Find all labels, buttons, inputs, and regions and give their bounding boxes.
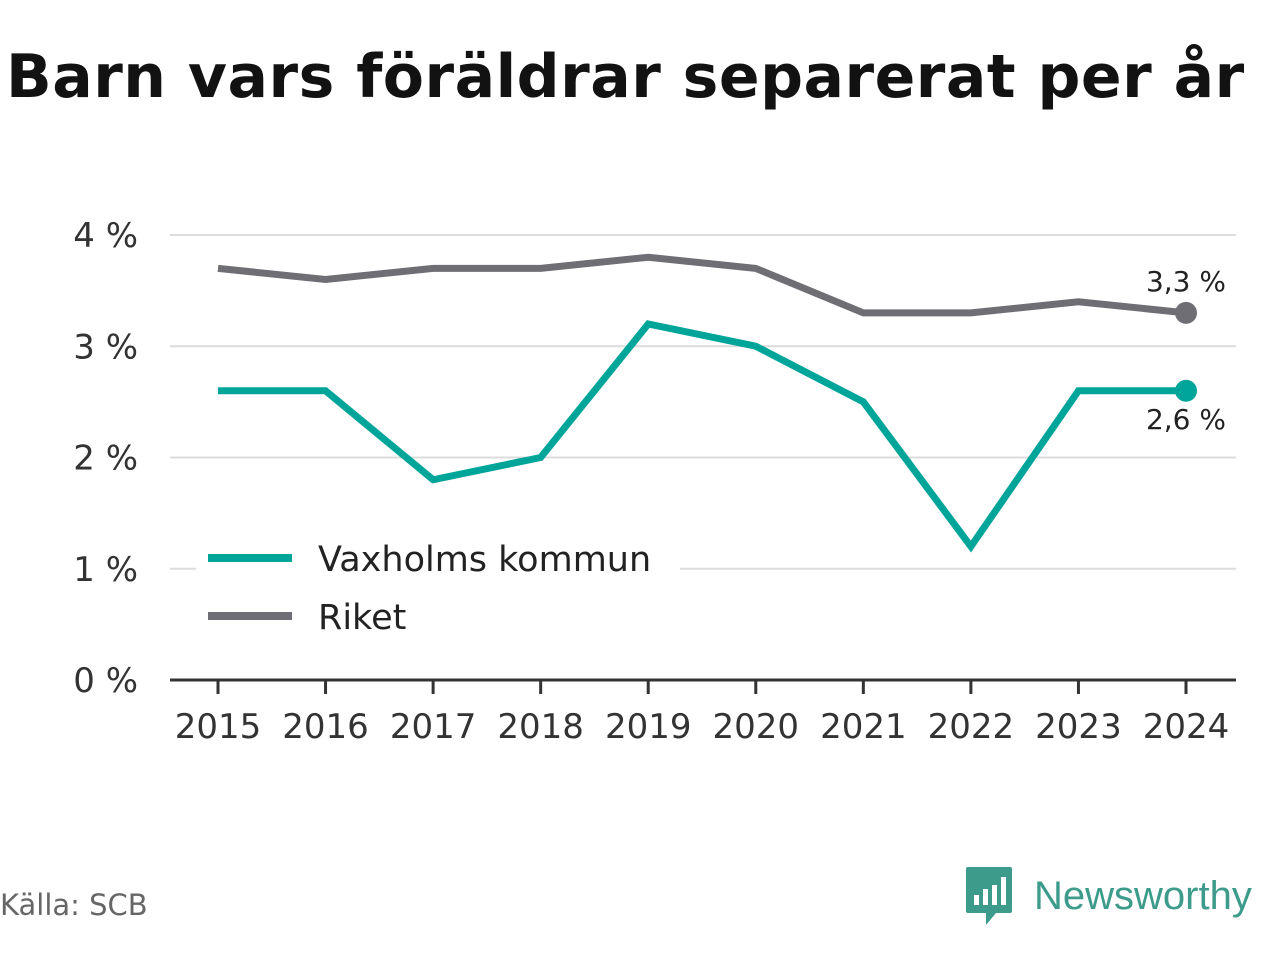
x-axis: 2015 2016 2017 2018 2019 2020 2021 2022 2023 2024 [170,678,1236,747]
end-labels: 2,6 % 3,3 % [1146,265,1226,436]
x-tick-label: 2016 [282,707,369,747]
series-end-label: 3,3 % [1146,265,1226,298]
legend-background [196,528,680,648]
brand-logo: Newsworthy [964,864,1252,928]
newsworthy-logo-icon [966,867,1012,925]
x-tick-label: 2023 [1035,707,1122,747]
series-end-label: 2,6 % [1146,403,1226,436]
series-end-point [1175,379,1197,402]
gridlines [170,234,1236,570]
series-line [218,320,1186,553]
x-tick-label: 2024 [1143,707,1230,747]
x-tick-label: 2017 [390,707,477,747]
y-tick-label: 0 % [73,661,138,701]
y-tick-label: 1 % [73,550,138,590]
x-tick-label: 2019 [605,707,692,747]
source-note: Källa: SCB [0,888,148,922]
brand-name: Newsworthy [1034,873,1252,918]
y-tick-label: 3 % [73,327,138,367]
y-axis-tick-labels: 0 % 1 % 2 % 3 % 4 % [73,216,138,701]
y-tick-label: 4 % [73,216,138,256]
legend-label: Riket [318,598,406,638]
x-tick-label: 2021 [820,707,907,747]
x-tick-label: 2015 [175,707,262,747]
series-line [217,253,1187,317]
legend-label: Vaxholms kommun [318,540,651,580]
x-tick-label: 2020 [713,707,800,747]
series-lines [217,253,1197,553]
x-tick-label: 2022 [928,707,1015,747]
series-end-point [1175,301,1197,324]
x-tick-label: 2018 [497,707,584,747]
legend: Vaxholms kommun Riket [196,528,680,648]
y-tick-label: 2 % [73,439,138,479]
chart-title: Barn vars föräldrar separerat per år [6,42,1245,112]
